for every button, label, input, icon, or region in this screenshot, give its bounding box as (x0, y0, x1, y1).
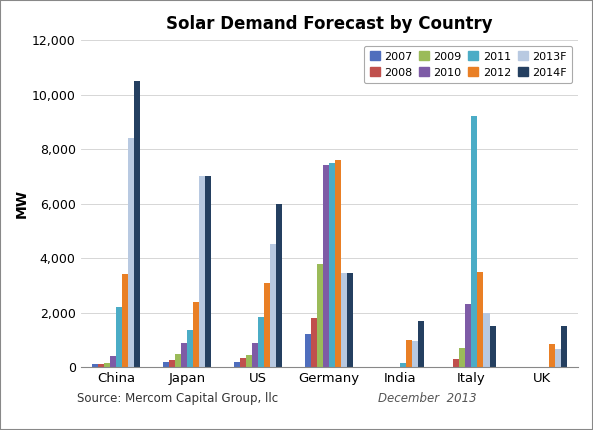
Text: December  2013: December 2013 (378, 392, 476, 405)
Bar (453, 359, 460, 367)
Bar (305, 335, 311, 367)
Bar (193, 302, 199, 367)
Bar (258, 316, 264, 367)
Bar (175, 354, 181, 367)
Bar (104, 363, 110, 367)
Bar (477, 272, 483, 367)
Bar (419, 321, 425, 367)
Bar (335, 160, 342, 367)
Bar (466, 304, 471, 367)
Bar (187, 330, 193, 367)
Bar (110, 356, 116, 367)
Bar (460, 348, 466, 367)
Bar (406, 340, 412, 367)
Bar (199, 176, 205, 367)
Bar (246, 355, 252, 367)
Bar (342, 273, 347, 367)
Text: Source: Mercom Capital Group, llc: Source: Mercom Capital Group, llc (77, 392, 279, 405)
Bar (98, 364, 104, 367)
Bar (560, 326, 567, 367)
Bar (169, 360, 175, 367)
Bar (252, 343, 258, 367)
Bar (134, 81, 140, 367)
Bar (270, 244, 276, 367)
Bar (471, 117, 477, 367)
Bar (276, 203, 282, 367)
Bar (323, 166, 329, 367)
Bar (116, 307, 122, 367)
Bar (92, 364, 98, 367)
Title: Solar Demand Forecast by Country: Solar Demand Forecast by Country (166, 15, 493, 33)
Bar (329, 163, 335, 367)
Bar (163, 362, 169, 367)
Bar (400, 363, 406, 367)
Bar (483, 313, 489, 367)
Bar (128, 138, 134, 367)
Legend: 2007, 2008, 2009, 2010, 2011, 2012, 2013F, 2014F: 2007, 2008, 2009, 2010, 2011, 2012, 2013… (364, 46, 572, 83)
Bar (205, 176, 211, 367)
Bar (234, 362, 240, 367)
Y-axis label: MW: MW (15, 189, 29, 218)
Bar (347, 273, 353, 367)
Bar (311, 318, 317, 367)
Bar (317, 264, 323, 367)
Bar (264, 283, 270, 367)
Bar (122, 274, 128, 367)
Bar (240, 357, 246, 367)
Bar (412, 341, 419, 367)
Bar (554, 349, 560, 367)
Bar (181, 343, 187, 367)
Bar (489, 326, 496, 367)
Bar (549, 344, 554, 367)
